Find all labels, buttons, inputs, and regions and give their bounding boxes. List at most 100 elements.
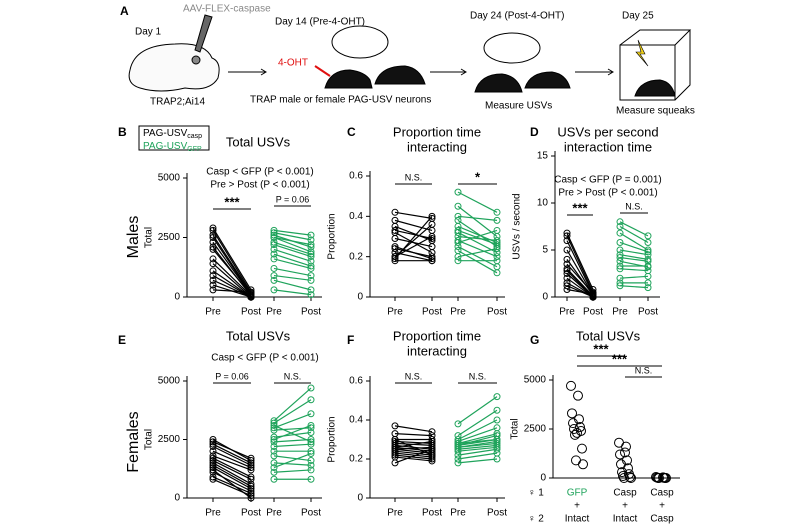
point: [428, 453, 436, 461]
pair-line: [619, 256, 649, 262]
point: [454, 257, 462, 265]
point: [270, 272, 278, 280]
x-tick-label: Casp: [650, 488, 674, 499]
pair-line: [212, 476, 252, 494]
y-tick-label: 5000: [158, 173, 181, 184]
pair-line: [457, 396, 498, 425]
pair-line: [457, 444, 498, 450]
point: [493, 269, 501, 277]
point: [616, 218, 624, 226]
point: [307, 475, 315, 483]
point: [454, 443, 462, 451]
bracket-label: *: [475, 169, 481, 184]
y-tick-label: 2500: [158, 232, 181, 243]
pair-line: [394, 425, 433, 433]
point: [616, 274, 624, 282]
point: [571, 455, 581, 466]
point: [209, 226, 217, 234]
pair-line: [273, 443, 312, 448]
pair-line: [273, 267, 312, 277]
y-tick-label: 0: [174, 292, 180, 303]
pair-line: [457, 229, 498, 244]
point: [661, 473, 671, 483]
point: [270, 433, 278, 441]
drug-label: 4-OHT: [278, 58, 308, 69]
point: [247, 291, 255, 299]
y-tick-label: 0.6: [349, 376, 363, 387]
point: [428, 455, 436, 463]
arrow-head: [607, 68, 614, 76]
series: [391, 422, 436, 467]
point: [577, 443, 587, 454]
y-tick-label: 0: [357, 292, 363, 303]
mouse-line: TRAP2;Ai14: [150, 97, 205, 108]
point: [307, 276, 315, 284]
point: [270, 464, 278, 472]
bracket-label: N.S.: [469, 371, 487, 381]
pair-line: [273, 462, 312, 466]
point: [493, 436, 501, 443]
pair-line: [212, 462, 252, 485]
day-label: Day 14 (Pre-4-OHT): [275, 17, 365, 28]
pair-line: [394, 433, 433, 437]
point: [454, 459, 462, 467]
series: [209, 436, 255, 502]
point: [270, 475, 278, 483]
point: [616, 238, 624, 246]
bracket-label: ***: [593, 341, 609, 356]
series: [454, 393, 501, 467]
point: [307, 457, 315, 465]
x-tick-label: Pre: [450, 307, 466, 318]
pair-line: [273, 232, 312, 241]
pair-line: [457, 435, 498, 446]
pair-line: [457, 250, 498, 274]
x-tick-label: Post: [241, 508, 261, 519]
point: [209, 238, 217, 246]
injection-site: [191, 55, 201, 65]
legend-entry: PAG-USVcasp: [143, 128, 202, 141]
pair-line: [394, 446, 433, 450]
arrow-head: [260, 68, 267, 76]
point: [391, 255, 399, 263]
point: [493, 241, 501, 249]
x-tick-label: Intact: [613, 514, 638, 525]
point: [307, 241, 315, 249]
x-tick-label: +: [659, 501, 665, 512]
point: [209, 466, 217, 474]
pair-line: [273, 387, 312, 422]
point: [493, 253, 501, 261]
point: [307, 384, 315, 392]
x-tick-label: +: [574, 501, 580, 512]
point: [270, 447, 278, 455]
point: [209, 443, 217, 451]
bracket-label: P = 0.06: [276, 194, 310, 204]
point: [563, 270, 571, 277]
pair-line: [273, 253, 312, 267]
pair-line: [394, 211, 433, 219]
point: [247, 489, 255, 497]
pair-line: [619, 225, 649, 244]
pair-line: [394, 454, 433, 460]
pair-line: [619, 254, 649, 260]
point: [270, 443, 278, 451]
point: [644, 279, 652, 287]
step-label: Measure USVs: [485, 101, 552, 112]
point: [493, 445, 501, 453]
point: [270, 264, 278, 272]
pair-line: [394, 219, 433, 232]
x-tick-label: Pre: [266, 307, 282, 318]
point: [391, 257, 399, 265]
point: [391, 253, 399, 261]
y-tick-label: 2500: [158, 434, 181, 445]
legend-subscript: casp: [187, 133, 202, 140]
y-tick-label: 0.4: [349, 211, 363, 222]
chart-title: USVs per second: [557, 124, 658, 139]
point: [307, 436, 315, 443]
point: [391, 436, 399, 443]
pair-line: [273, 289, 312, 296]
mouse: [324, 69, 373, 89]
day-label: Day 24 (Post-4-OHT): [470, 11, 564, 22]
point: [454, 451, 462, 459]
point: [247, 466, 255, 474]
pair-line: [212, 471, 252, 492]
